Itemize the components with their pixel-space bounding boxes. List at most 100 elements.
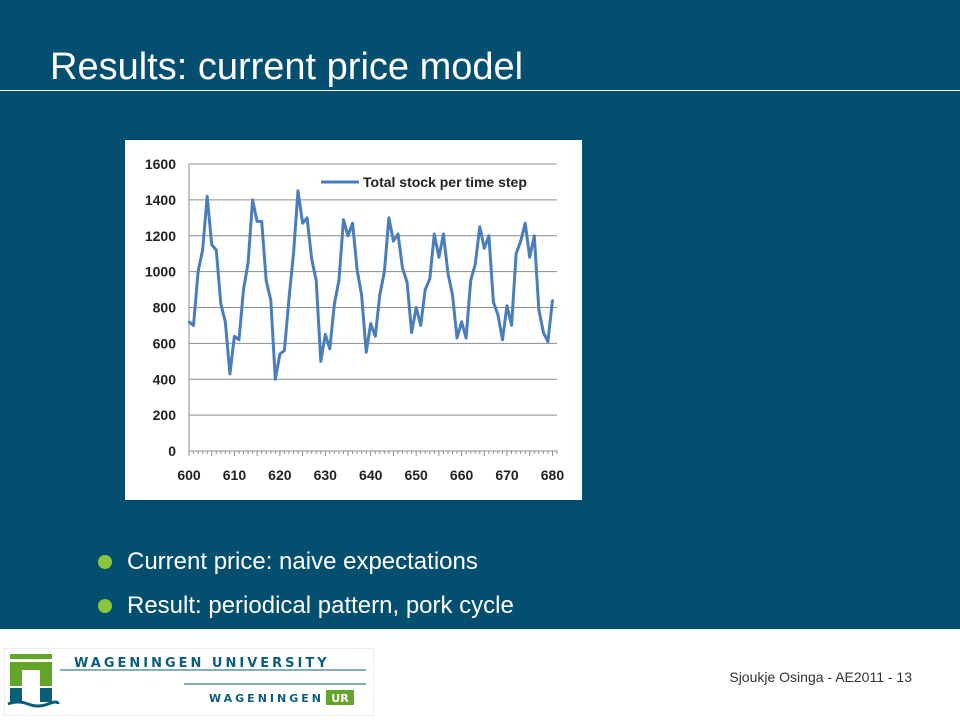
data-point [242, 288, 245, 291]
data-point [287, 297, 291, 300]
data-point [433, 232, 436, 236]
data-point [274, 378, 277, 381]
x-tick-label: 650 [404, 467, 428, 483]
bullet-item: Result: periodical pattern, pork cycle [95, 584, 514, 628]
footer-credit: Sjoukje Osinga - AE2011 - 13 [729, 669, 912, 685]
logo-university-text: WAGENINGEN UNIVERSITY [74, 656, 330, 671]
data-point [533, 234, 536, 237]
data-point [451, 293, 454, 297]
data-point [474, 263, 477, 266]
data-point [215, 248, 218, 252]
chart-panel: 0 200 400 600 800 1000 1200 1400 1600 600 610 620 63… [125, 140, 582, 500]
wageningen-ur-logo: WAGENINGEN UNIVERSITY WAGENINGEN UR [4, 648, 374, 716]
data-point [505, 304, 509, 307]
x-tick-label: 660 [450, 467, 474, 483]
data-point [514, 252, 518, 255]
data-point [546, 340, 550, 343]
data-point [442, 232, 445, 236]
data-point [401, 266, 404, 270]
data-point [310, 257, 313, 261]
logo-wageningen-text: WAGENINGEN [209, 692, 324, 705]
legend-label: Total stock per time step [363, 174, 527, 190]
data-point [364, 351, 368, 354]
data-point [346, 234, 350, 237]
title-divider [0, 90, 960, 91]
data-point [369, 322, 372, 325]
data-point [283, 349, 286, 352]
bullet-dot-icon [98, 555, 112, 569]
data-point [319, 360, 322, 363]
data-point [410, 331, 413, 334]
slide-background: Results: current price model 0 200 400 600 8… [0, 0, 960, 629]
data-point [419, 324, 422, 327]
x-tick-label: 670 [495, 467, 519, 483]
data-point [333, 302, 336, 306]
bullet-list: Current price: naive expectations Result… [95, 540, 514, 628]
data-point [464, 336, 468, 340]
line-chart: 0 200 400 600 800 1000 1200 1400 1600 600 610 620 63… [145, 156, 565, 483]
y-tick-label: 400 [153, 371, 177, 387]
data-point [255, 220, 259, 223]
data-point [224, 320, 227, 324]
y-tick-label: 200 [153, 407, 177, 423]
y-tick-label: 1600 [145, 156, 176, 172]
data-point [265, 279, 268, 282]
data-point [378, 293, 382, 297]
data-point [324, 333, 327, 336]
data-point [478, 225, 481, 228]
data-point [405, 281, 409, 284]
data-point [414, 306, 418, 309]
data-point [196, 270, 200, 273]
data-point [210, 243, 213, 246]
data-point [483, 247, 486, 250]
data-point [251, 198, 254, 202]
data-point [542, 331, 545, 334]
bullet-dot-icon [98, 599, 112, 613]
data-point [396, 232, 400, 236]
data-point [455, 336, 459, 340]
bullet-item: Current price: naive expectations [95, 540, 514, 584]
data-point [269, 299, 272, 302]
data-point [351, 221, 354, 225]
x-tick-label: 610 [223, 467, 247, 483]
bullet-text: Current price: naive expectations [127, 548, 478, 575]
data-point [233, 335, 236, 338]
x-tick-label: 630 [314, 467, 338, 483]
y-tick-label: 1400 [145, 192, 176, 208]
data-point [392, 239, 395, 243]
data-point [446, 272, 450, 275]
data-point [360, 293, 363, 297]
data-point [387, 216, 391, 220]
data-point [492, 300, 495, 304]
data-point [228, 372, 232, 376]
data-point [519, 239, 522, 243]
data-point [328, 347, 332, 350]
data-point [501, 338, 504, 341]
data-point [278, 352, 282, 356]
data-point [551, 299, 554, 302]
data-point [496, 313, 500, 316]
data-point [355, 268, 359, 272]
data-point [205, 195, 209, 198]
data-point [201, 248, 204, 252]
data-point [260, 220, 263, 223]
series-line-total-stock [188, 189, 554, 381]
data-point [337, 279, 341, 282]
slide-title: Results: current price model [50, 46, 524, 88]
bullet-text: Result: periodical pattern, pork cycle [127, 592, 514, 619]
y-tick-label: 800 [153, 300, 177, 316]
y-tick-label: 1000 [145, 264, 176, 280]
data-point [424, 288, 427, 291]
data-point [469, 279, 472, 282]
data-point [460, 320, 463, 324]
y-tick-label: 0 [168, 443, 176, 459]
data-point [219, 302, 223, 306]
data-point [237, 338, 241, 341]
x-tick-label: 600 [177, 467, 201, 483]
data-point [537, 308, 541, 311]
data-point [428, 277, 431, 280]
data-point [315, 279, 318, 282]
data-point [523, 221, 527, 225]
data-point [296, 189, 300, 193]
data-point [510, 324, 513, 327]
